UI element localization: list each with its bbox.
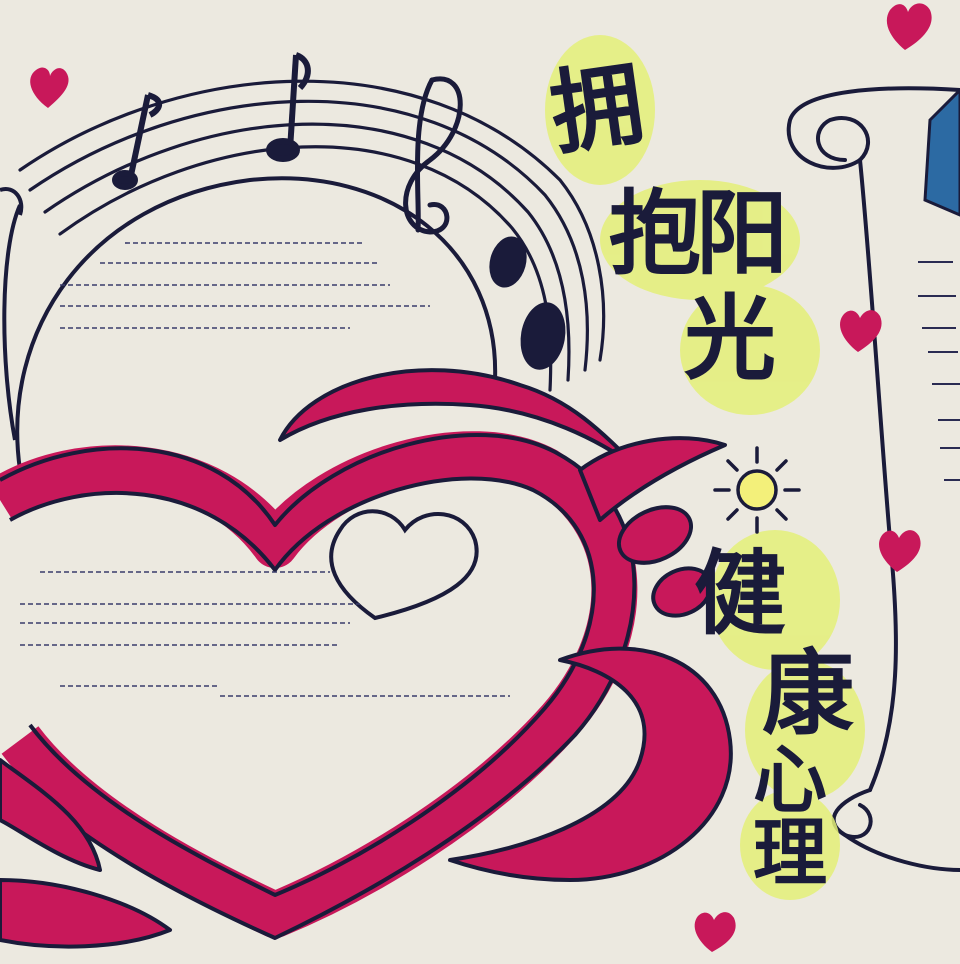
title-char-4: 光 bbox=[684, 285, 776, 392]
heart-icon bbox=[879, 530, 921, 572]
title-char-1: 拥 bbox=[544, 50, 650, 169]
scroll-text-lines bbox=[918, 261, 960, 481]
title-char-3: 阳 bbox=[696, 180, 788, 287]
title-char-7: 心 bbox=[753, 738, 827, 824]
ribbon-heart bbox=[0, 368, 733, 949]
lower-handwriting bbox=[20, 571, 510, 697]
sun-icon bbox=[713, 446, 801, 534]
title-highlights bbox=[545, 35, 865, 900]
heart-icon bbox=[840, 310, 882, 352]
whole-note-icon bbox=[489, 236, 566, 370]
title-char-2: 抱 bbox=[609, 180, 701, 287]
sixteenth-note-icon bbox=[112, 92, 163, 190]
title-char-8: 理 bbox=[753, 811, 827, 897]
music-staff bbox=[18, 79, 606, 392]
title-char-6: 康 bbox=[762, 640, 854, 747]
heart-icon bbox=[694, 912, 736, 952]
small-heart-outline bbox=[329, 509, 479, 621]
upper-text-circle bbox=[15, 176, 498, 471]
title-vertical: 拥 抱 阳 光 健 康 心 理 bbox=[544, 50, 854, 897]
heart-icon bbox=[30, 67, 69, 108]
title-char-5: 健 bbox=[694, 540, 786, 647]
heart-icon bbox=[886, 3, 932, 51]
eighth-note-icon bbox=[266, 52, 311, 162]
blue-corner-shape bbox=[923, 87, 960, 217]
upper-handwriting bbox=[60, 242, 430, 329]
left-decor-arcs bbox=[0, 187, 24, 441]
